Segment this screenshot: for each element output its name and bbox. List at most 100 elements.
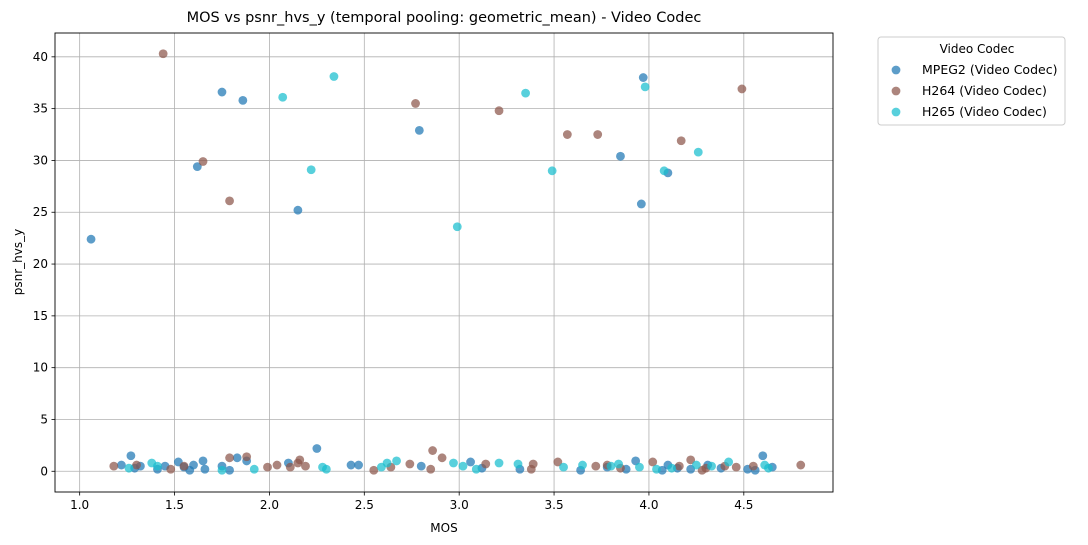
data-point xyxy=(481,459,491,469)
data-point xyxy=(764,463,773,473)
legend-marker xyxy=(891,86,901,96)
data-point xyxy=(329,72,339,81)
series-0 xyxy=(86,73,777,475)
data-point xyxy=(242,452,252,462)
x-tick-label: 1.0 xyxy=(70,498,89,512)
data-point xyxy=(758,451,768,461)
data-point xyxy=(312,444,322,453)
data-point xyxy=(392,456,401,466)
data-point xyxy=(452,222,462,232)
data-point xyxy=(354,460,364,470)
data-point xyxy=(659,166,669,176)
data-point xyxy=(166,464,176,474)
data-point xyxy=(200,464,210,474)
data-point xyxy=(748,461,758,471)
legend-entry-label: H265 (Video Codec) xyxy=(922,104,1047,119)
grid xyxy=(55,33,833,492)
data-point xyxy=(346,460,356,470)
data-point xyxy=(449,458,458,468)
data-point xyxy=(528,459,538,469)
data-point xyxy=(437,453,447,463)
data-point xyxy=(301,461,310,471)
data-point xyxy=(217,87,227,97)
data-point xyxy=(225,465,234,475)
data-point xyxy=(667,463,677,473)
x-axis-ticks: 1.0 1.5 2.0 2.5 3.0 3.5 4.0 4.5 xyxy=(70,492,753,512)
data-point xyxy=(513,459,523,469)
data-point xyxy=(411,99,420,108)
data-point xyxy=(674,461,684,471)
data-point xyxy=(238,95,248,105)
data-point xyxy=(606,461,616,471)
y-axis-ticks: 0 5 10 15 20 25 30 35 40 xyxy=(33,50,55,478)
data-point xyxy=(471,464,481,474)
data-point xyxy=(494,106,504,116)
data-point xyxy=(652,464,661,474)
data-point xyxy=(249,464,259,474)
data-point xyxy=(616,151,625,161)
data-point xyxy=(724,457,734,467)
data-point xyxy=(232,453,242,463)
legend-entry-label: MPEG2 (Video Codec) xyxy=(922,62,1057,77)
data-point xyxy=(189,460,198,470)
data-point xyxy=(466,457,475,467)
data-point xyxy=(158,49,168,59)
data-point xyxy=(369,465,379,475)
data-point xyxy=(707,461,716,471)
data-point xyxy=(559,462,568,472)
y-tick-label: 10 xyxy=(33,361,48,375)
data-point xyxy=(731,462,741,472)
legend-marker xyxy=(891,107,901,117)
data-point xyxy=(414,125,424,135)
x-tick-label: 2.0 xyxy=(260,498,279,512)
y-axis-label: psnr_hvs_y xyxy=(11,229,25,295)
y-tick-label: 0 xyxy=(40,464,48,478)
data-point xyxy=(179,461,189,471)
data-point xyxy=(562,130,572,139)
data-point xyxy=(321,464,331,474)
data-point xyxy=(426,464,436,474)
y-tick-label: 30 xyxy=(33,153,48,167)
data-point xyxy=(278,92,288,102)
data-point xyxy=(192,162,202,172)
data-point xyxy=(648,457,658,467)
data-points xyxy=(86,49,806,475)
data-point xyxy=(796,460,806,470)
data-point xyxy=(272,460,282,470)
y-tick-label: 40 xyxy=(33,50,48,64)
data-point xyxy=(198,456,208,466)
data-point xyxy=(638,73,648,82)
data-point xyxy=(263,462,272,472)
data-point xyxy=(635,462,644,472)
data-point xyxy=(686,455,696,465)
data-point xyxy=(640,82,650,92)
data-point xyxy=(593,130,603,139)
data-point xyxy=(109,461,119,471)
x-tick-label: 3.5 xyxy=(545,498,564,512)
data-point xyxy=(521,88,530,98)
x-tick-label: 4.5 xyxy=(734,498,753,512)
data-point xyxy=(737,84,747,94)
data-point xyxy=(693,147,703,157)
data-point xyxy=(132,460,141,470)
data-point xyxy=(578,460,587,470)
data-point xyxy=(225,196,234,206)
legend-marker xyxy=(891,65,901,75)
data-point xyxy=(416,461,426,471)
data-point xyxy=(198,157,208,166)
chart-title: MOS vs psnr_hvs_y (temporal pooling: geo… xyxy=(187,10,702,26)
legend-entry-label: H264 (Video Codec) xyxy=(922,83,1047,98)
data-point xyxy=(636,199,646,209)
series-1 xyxy=(109,49,806,475)
data-point xyxy=(306,165,316,175)
y-tick-label: 25 xyxy=(33,205,48,219)
x-tick-label: 4.0 xyxy=(639,498,658,512)
data-point xyxy=(293,205,303,215)
data-point xyxy=(285,462,295,472)
data-point xyxy=(458,461,468,471)
data-point xyxy=(382,458,392,468)
x-tick-label: 3.0 xyxy=(450,498,469,512)
x-tick-label: 1.5 xyxy=(165,498,184,512)
data-point xyxy=(124,463,134,473)
